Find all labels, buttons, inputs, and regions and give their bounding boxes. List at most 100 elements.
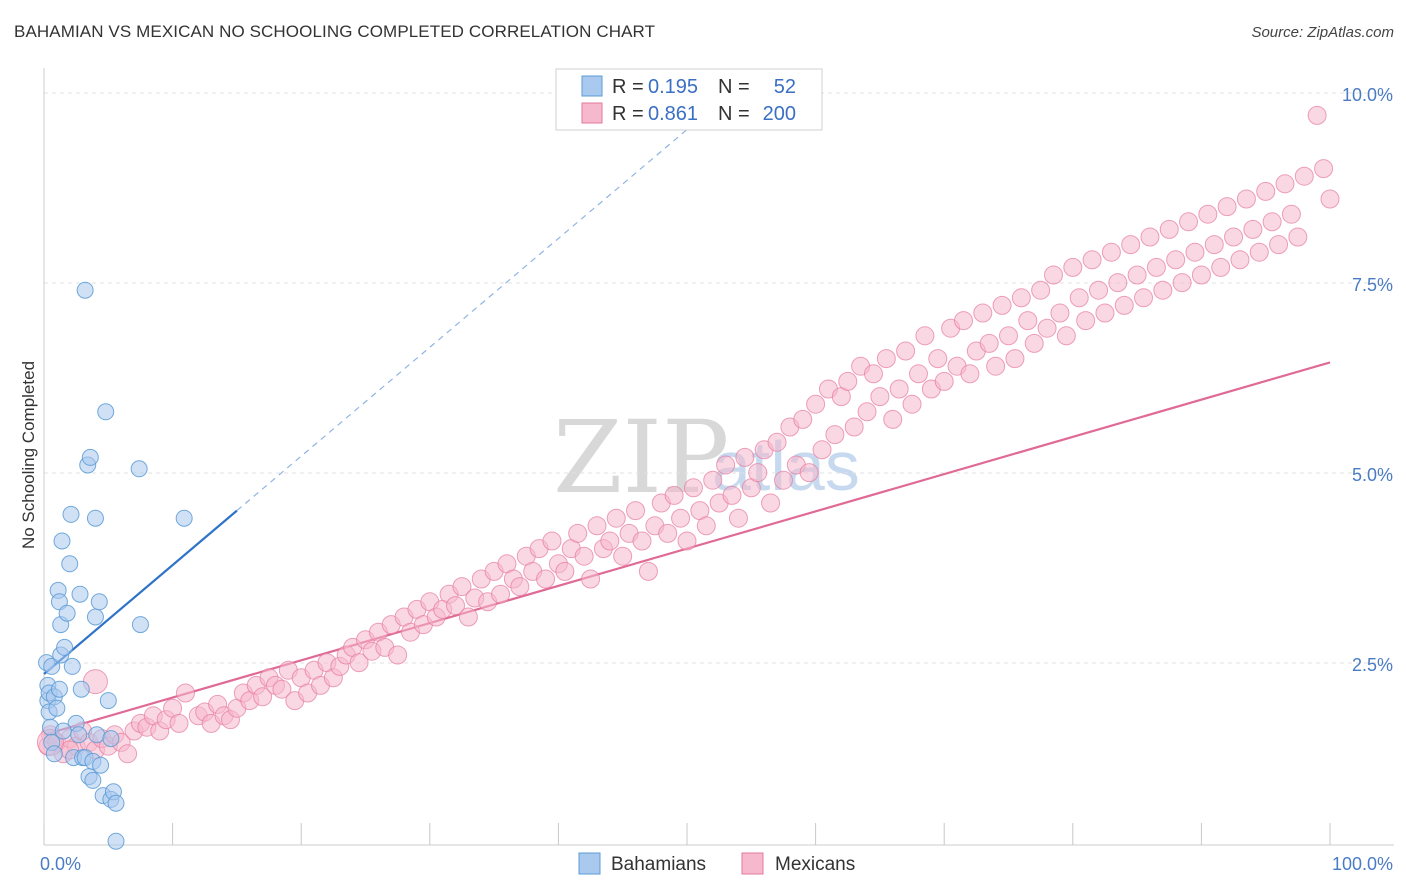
mexicans-point [1256,181,1276,201]
mexicans-point [1249,242,1269,262]
mexicans-point [568,523,588,543]
bahamians-point [86,509,104,527]
mexicans-point [1320,189,1340,209]
mexicans-point [1172,273,1192,293]
series-legend: Bahamians Mexicans [578,852,855,875]
bahamians-point [90,593,108,611]
mexicans-point [986,356,1006,376]
mexicans-point [1005,349,1025,369]
bahamians-trend-extension [236,107,714,512]
mexicans-point [1044,265,1064,285]
mexicans-legend-label[interactable]: Mexicans [775,854,855,875]
n-value-bahamians: 52 [774,76,796,98]
mexicans-point [536,569,556,589]
mexicans-point [169,713,189,733]
mexicans-point [574,546,594,566]
bahamians-bottom-swatch[interactable] [578,852,601,875]
mexicans-point [1166,250,1186,270]
mexicans-point [1076,311,1096,331]
bahamians-point [92,756,110,774]
mexicans-point [1069,288,1089,308]
mexicans-point [1185,242,1205,262]
bahamians-trend-line [43,509,238,675]
mexicans-point [953,311,973,331]
mexicans-point [581,569,601,589]
mexicans-point [446,596,466,616]
mexicans-point [915,326,935,346]
bahamians-point [71,585,89,603]
mexicans-point [1224,227,1244,247]
mexicans-point [992,295,1012,315]
bahamians-point [107,794,125,812]
x-tick-label-max: 100.0% [1332,854,1393,874]
bahamians-point [175,509,193,527]
mexicans-point [626,501,646,521]
bahamians-legend-label[interactable]: Bahamians [611,854,706,875]
mexicans-point [735,447,755,467]
mexicans-point [677,531,697,551]
mexicans-point [1281,204,1301,224]
bahamians-point [63,657,81,675]
r-label-1: R = [612,76,644,98]
mexicans-point [175,683,195,703]
mexicans-point [1050,303,1070,323]
bahamians-point [43,657,61,675]
mexicans-point [1269,235,1289,255]
mexicans-point [1037,318,1057,338]
mexicans-point [613,546,633,566]
bahamians-point [97,403,115,421]
mexicans-point [555,561,575,581]
mexicans-point [1121,235,1141,255]
bahamians-point [45,745,63,763]
mexicans-point [1294,166,1314,186]
mexicans-point [1191,265,1211,285]
mexicans-point [349,653,369,673]
mexicans-point [799,463,819,483]
mexicans-point [812,440,832,460]
mexicans-point [1114,295,1134,315]
bahamians-point [86,608,104,626]
mexicans-point [1211,257,1231,277]
source-label: Source: ZipAtlas.com [1251,24,1394,41]
bahamians-point [54,722,72,740]
mexicans-point [1140,227,1160,247]
mexicans-point [658,523,678,543]
n-label-1: N = [718,76,750,98]
mexicans-point [1101,242,1121,262]
mexicans-point [889,379,909,399]
bahamians-point [81,448,99,466]
bahamians-point [56,638,74,656]
mexicans-point [1198,204,1218,224]
mexicans-point [272,679,292,699]
mexicans-point [1134,288,1154,308]
mexicans-bottom-swatch[interactable] [741,852,764,875]
mexicans-point [1275,174,1295,194]
mexicans-point [767,432,787,452]
mexicans-point [928,349,948,369]
mexicans-point [388,645,408,665]
y-tick-label: 2.5% [1352,655,1393,675]
mexicans-point [600,531,620,551]
mexicans-point [253,687,273,707]
bahamians-point [84,771,102,789]
mexicans-point [973,303,993,323]
bahamians-point [99,692,117,710]
mexicans-point [857,402,877,422]
mexicans-point [510,577,530,597]
mexicans-point [960,364,980,384]
mexicans-point [1159,219,1179,239]
x-tick-label-min: 0.0% [40,854,81,874]
mexicans-point [999,326,1018,346]
mexicans-point [1031,280,1051,300]
bahamians-point [50,680,68,698]
mexicans-point [1204,235,1224,255]
mexicans-point [1095,303,1115,323]
mexicans-point [934,371,954,391]
mexicans-point [1063,257,1083,277]
mexicans-point [118,744,138,764]
tick-labels: 2.5% 5.0% 7.5% 10.0% 0.0% 100.0% [40,85,1393,874]
mexicans-point [825,425,845,445]
chart-title: BAHAMIAN VS MEXICAN NO SCHOOLING COMPLET… [14,22,656,41]
y-tick-label: 7.5% [1352,275,1393,295]
mexicans-point [632,531,652,551]
